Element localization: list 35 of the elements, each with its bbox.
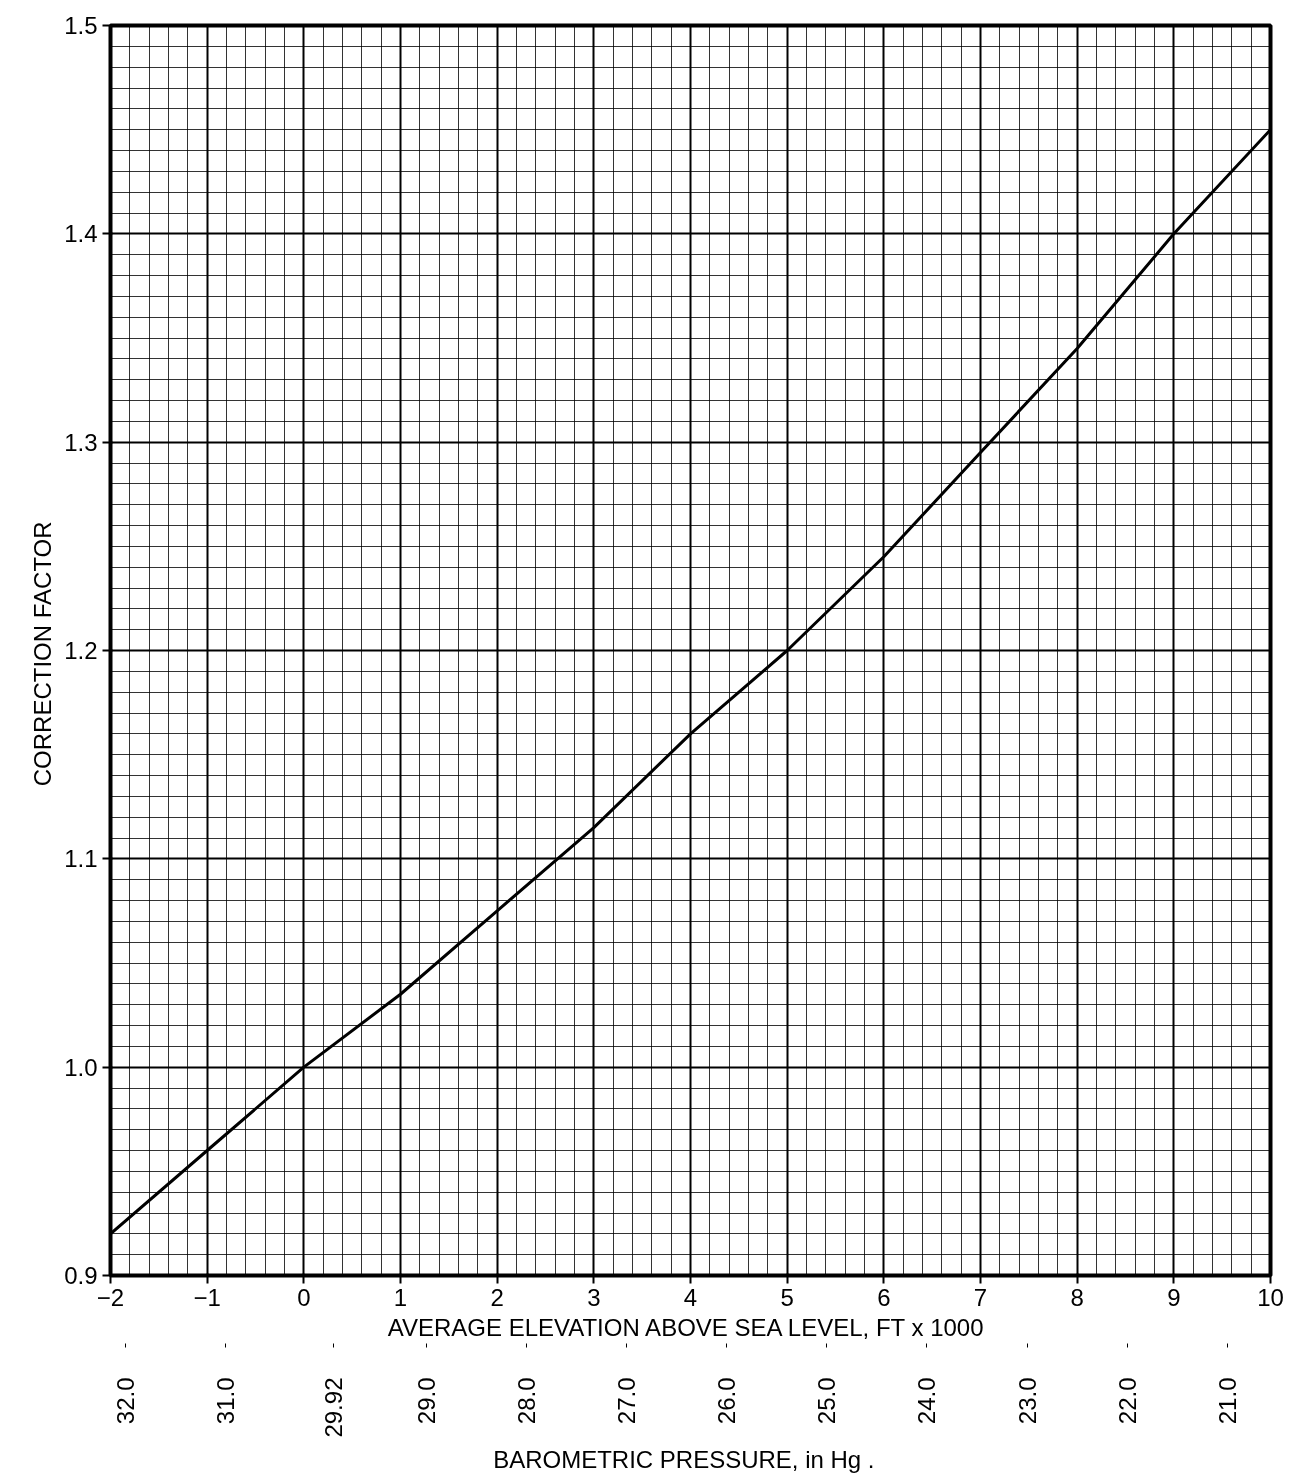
x-tick-label: 0 [297,1283,311,1311]
x2-tick-label: 32.0 [112,1377,140,1425]
x2-tick-label: 25.0 [813,1377,841,1425]
x-tick-label: 6 [877,1283,891,1311]
x-tick-label: 4 [683,1283,698,1311]
x-axis-title: AVERAGE ELEVATION ABOVE SEA LEVEL, FT x 1000 [387,1313,984,1341]
x-tick-label: 5 [780,1283,794,1311]
x-tick-label: 3 [587,1283,601,1311]
x2-tick-label: 29.0 [412,1377,440,1425]
x2-axis-title: BAROMETRIC PRESSURE, in Hg . [493,1445,875,1473]
x-tick-label: 8 [1070,1283,1084,1311]
x2-tick-label: 22.0 [1113,1377,1141,1425]
y-tick-label: 1.0 [64,1053,98,1081]
x-tick-label: 2 [490,1283,504,1311]
x2-tick-label: 29.92 [320,1377,348,1438]
x2-tick-label: 31.0 [212,1377,240,1425]
y-tick-label: 0.9 [64,1262,98,1289]
x2-tick-label: 28.0 [512,1377,540,1425]
x-tick-label: 1 [393,1283,408,1311]
x2-tick-label: 24.0 [913,1377,941,1425]
x-tick-label: −1 [193,1283,221,1311]
x-tick-label: 10 [1257,1283,1284,1311]
x2-tick-label: 21.0 [1213,1377,1241,1425]
x-tick-label: −2 [96,1283,125,1311]
y-tick-label: 1.5 [64,12,98,39]
x2-tick-label: 26.0 [713,1377,741,1425]
y-tick-label: 1.4 [64,220,98,248]
y-tick-label: 1.3 [64,428,98,456]
y-axis-title: CORRECTION FACTOR [29,521,57,787]
y-tick-label: 1.2 [64,637,98,664]
x2-tick-label: 23.0 [1013,1377,1041,1425]
x2-tick-label: 27.0 [612,1377,640,1425]
x-tick-label: 9 [1167,1283,1181,1311]
x-tick-label: 7 [973,1283,988,1311]
y-tick-label: 1.1 [64,845,98,873]
